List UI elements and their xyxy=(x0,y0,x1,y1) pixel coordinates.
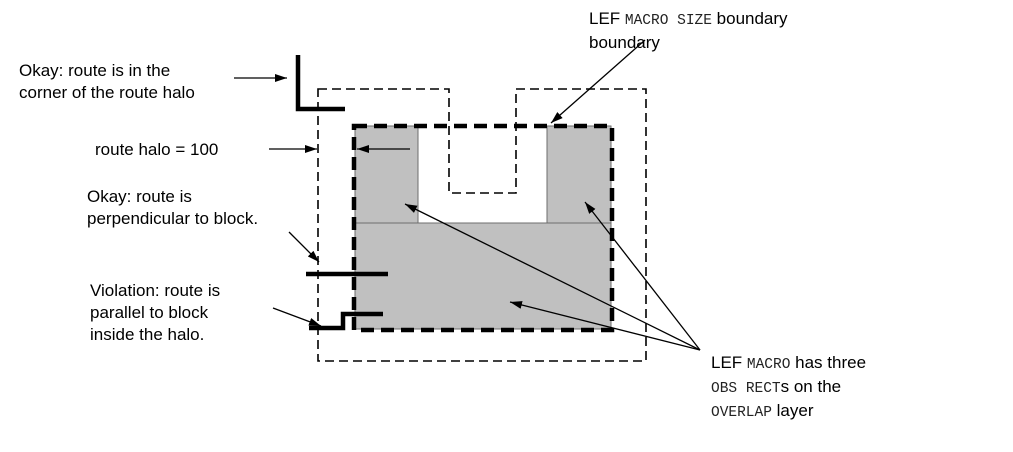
obs-l2-space xyxy=(737,381,746,397)
label-violation-line1: Violation: route is xyxy=(90,281,221,300)
label-halo-value: route halo = 100 xyxy=(95,139,218,161)
obs-l2-suffix: s on the xyxy=(780,377,842,396)
obs-rect-left xyxy=(354,125,419,225)
label-obs-rects-line2: OBS RECTs on the xyxy=(711,376,866,400)
obs-l3-suffix: layer xyxy=(771,401,814,420)
arrow-obs-right xyxy=(584,201,701,351)
obs-rect-right xyxy=(546,125,612,225)
obs-l1-prefix: LEF xyxy=(711,353,747,372)
obs-l2-kw-rect: RECT xyxy=(745,381,781,397)
obs-l1-suffix: has three xyxy=(790,353,867,372)
route-corner xyxy=(295,55,345,112)
label-obs-rects: LEF MACRO has three OBS RECTs on the OVE… xyxy=(711,352,866,424)
obs-l3-kw-overlap: OVERLAP xyxy=(711,405,772,421)
arrow-violation xyxy=(272,307,322,327)
obs-l1-kw-macro: MACRO xyxy=(746,357,791,373)
size-boundary-kw-macro: MACRO xyxy=(624,13,669,29)
arrows xyxy=(234,39,701,351)
route-halo-outline xyxy=(317,88,647,362)
label-size-boundary-line1: LEF MACRO SIZE boundary xyxy=(589,8,788,32)
label-violation: Violation: route is parallel to block in… xyxy=(90,280,220,346)
obs-rects xyxy=(354,125,612,330)
label-violation-line3: inside the halo. xyxy=(90,325,205,344)
macro-size-boundary xyxy=(351,123,615,333)
label-size-boundary-line2: boundary xyxy=(589,33,660,52)
label-halo-value-text: route halo = 100 xyxy=(95,140,219,159)
label-corner-ok-line2: corner of the route halo xyxy=(19,83,195,102)
obs-l2-kw-obs: OBS xyxy=(711,381,738,397)
label-corner-ok: Okay: route is in the corner of the rout… xyxy=(19,60,195,104)
size-boundary-prefix: LEF xyxy=(589,9,625,28)
label-obs-rects-line3: OVERLAP layer xyxy=(711,400,866,424)
label-perpendicular-ok-line1: Okay: route is xyxy=(87,187,192,206)
label-corner-ok-line1: Okay: route is in the xyxy=(19,61,171,80)
label-obs-rects-line1: LEF MACRO has three xyxy=(711,352,866,376)
arrow-obs-left xyxy=(404,203,701,351)
arrow-size-boundary xyxy=(550,39,646,124)
arrow-obs-bottom xyxy=(509,301,701,351)
size-boundary-kw-size: SIZE xyxy=(677,13,712,29)
size-boundary-space xyxy=(668,13,677,29)
obs-rect-bottom xyxy=(354,222,612,330)
label-perpendicular-ok: Okay: route is perpendicular to block. xyxy=(87,186,258,230)
route-violation xyxy=(309,311,383,331)
label-perpendicular-ok-line2: perpendicular to block. xyxy=(87,209,259,228)
arrow-perpendicular xyxy=(288,231,320,263)
label-violation-line2: parallel to block xyxy=(90,303,209,322)
label-size-boundary: LEF MACRO SIZE boundary boundary xyxy=(589,8,788,54)
size-boundary-suffix: boundary xyxy=(711,9,788,28)
